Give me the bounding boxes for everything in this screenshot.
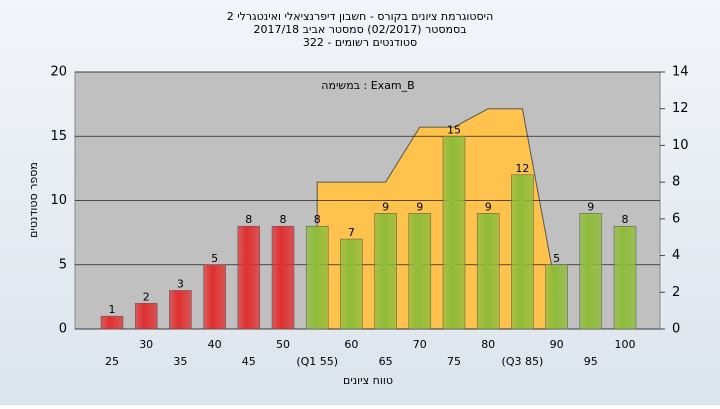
data-label: 7 (348, 226, 355, 239)
x-tick-label: 90 (550, 338, 564, 351)
x-tick-label: 45 (242, 355, 256, 368)
bar (305, 225, 329, 330)
x-tick-label: 75 (447, 355, 461, 368)
x-axis-label: טווח ציונים (343, 374, 393, 387)
bar (579, 213, 603, 330)
data-label: 9 (382, 200, 389, 213)
x-tick-label: 100 (615, 338, 636, 351)
data-label: 8 (622, 213, 629, 226)
y-tick-label: 10 (50, 193, 67, 208)
bar (442, 136, 466, 330)
x-tick-label: 70 (413, 338, 427, 351)
bar (271, 225, 295, 330)
data-label: 3 (177, 277, 184, 290)
bar (511, 174, 534, 330)
x-tick-label: (Q1 55) (296, 355, 338, 368)
data-label: 15 (447, 123, 461, 136)
x-tick-label: 50 (276, 338, 290, 351)
x-tick-label: 30 (139, 338, 153, 351)
x-tick-label: 95 (584, 355, 598, 368)
x-tick-label: 25 (105, 355, 119, 368)
y-tick-label: 5 (59, 257, 67, 272)
y2-tick-label: 10 (672, 138, 689, 153)
y-tick-label: 20 (50, 65, 67, 80)
y-tick-label: 0 (59, 322, 67, 337)
data-label: 8 (280, 213, 287, 226)
y-axis-label: מספר סטודנטים (27, 162, 40, 238)
y2-tick-label: 4 (672, 248, 680, 263)
data-label: 12 (515, 162, 529, 175)
bar (100, 315, 124, 330)
data-label: 9 (416, 200, 423, 213)
x-tick-label: 65 (379, 355, 393, 368)
x-tick-label: 80 (481, 338, 495, 351)
chart-subtitle: בסמסטר (02/2017) סמסטר אביב 2017/18 (253, 23, 466, 36)
bar (545, 264, 568, 330)
bar (169, 290, 192, 330)
bar (340, 238, 363, 330)
data-label: 2 (143, 290, 150, 303)
y2-tick-label: 2 (672, 285, 680, 300)
data-label: 9 (587, 200, 594, 213)
chart-title: היסטוגרמת ציונים בקורס - חשבון דיפרנציאל… (227, 10, 494, 23)
data-label: 8 (245, 213, 252, 226)
data-label: 5 (211, 252, 218, 265)
bar (613, 225, 637, 330)
x-tick-label: 60 (344, 338, 358, 351)
x-tick-label: 40 (208, 338, 222, 351)
y2-tick-label: 0 (672, 322, 680, 337)
bar (374, 213, 397, 330)
x-tick-label: (Q3 85) (502, 355, 544, 368)
x-tick-label: 35 (173, 355, 187, 368)
y2-tick-label: 12 (672, 101, 689, 116)
bar (476, 213, 500, 330)
data-label: 9 (485, 200, 492, 213)
data-label: 5 (553, 252, 560, 265)
chart-subtitle: סטודנטים רשומים - 322 (303, 36, 417, 49)
y2-tick-label: 8 (672, 175, 680, 190)
data-label: 8 (314, 213, 321, 226)
annotation: במשימה : Exam_B (321, 79, 414, 92)
y-tick-label: 15 (50, 129, 67, 144)
bar (134, 303, 158, 330)
data-label: 1 (109, 303, 116, 316)
bar (203, 264, 226, 330)
bar (237, 225, 261, 330)
bar (408, 213, 432, 330)
y2-tick-label: 14 (672, 65, 689, 80)
y2-tick-label: 6 (672, 211, 680, 226)
